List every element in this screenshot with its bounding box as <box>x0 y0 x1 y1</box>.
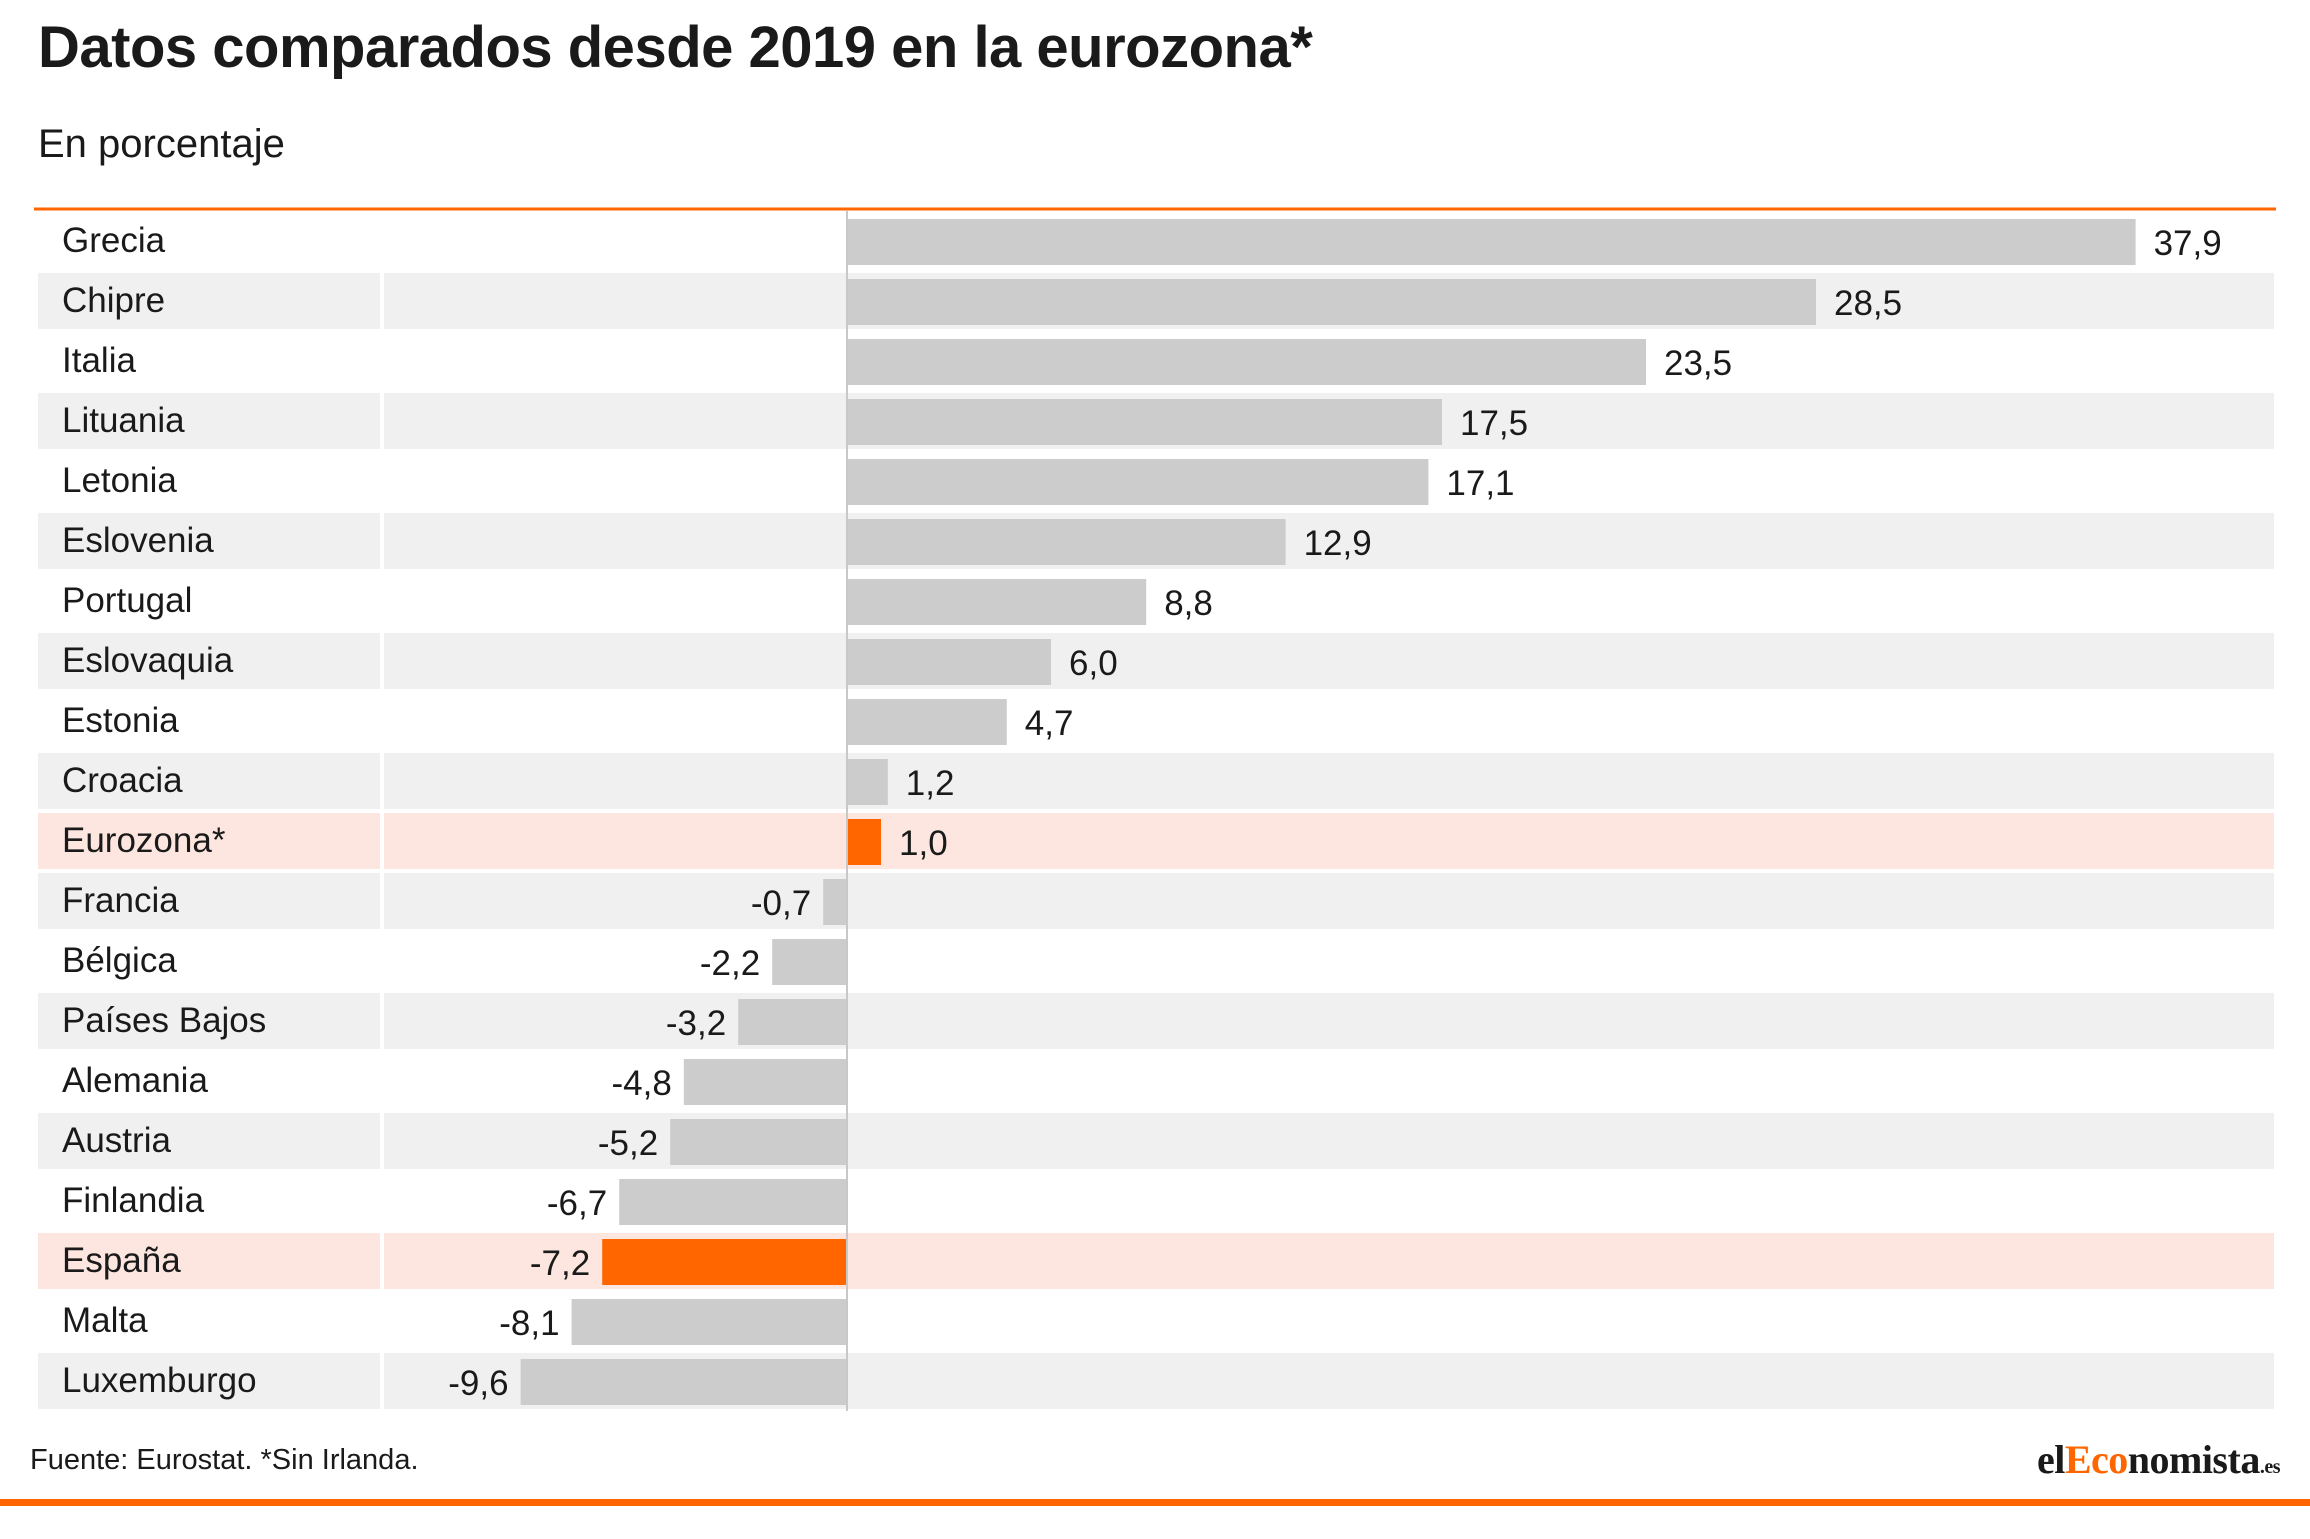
value-label: 6,0 <box>1069 644 1118 683</box>
value-label: 8,8 <box>1164 584 1213 623</box>
value-label: 1,0 <box>899 824 948 863</box>
category-label: Francia <box>62 881 179 920</box>
bar <box>847 579 1147 625</box>
bar <box>571 1299 847 1345</box>
category-label: Bélgica <box>62 941 177 980</box>
bars-layer <box>520 211 2136 1411</box>
value-label: 1,2 <box>906 764 955 803</box>
value-label: 12,9 <box>1304 524 1372 563</box>
bar-chart: Grecia 37,9 Chipre 28,5 Italia 23,5 Lituania 17… <box>34 207 2276 1411</box>
logo-part-eco: Eco <box>2064 1437 2128 1482</box>
bar <box>847 219 2136 265</box>
row-background-label <box>38 633 380 689</box>
bar <box>847 339 1646 385</box>
bar <box>847 279 1816 325</box>
category-label: Estonia <box>62 701 179 740</box>
category-label: Malta <box>62 1301 148 1340</box>
category-label: Luxemburgo <box>62 1361 257 1400</box>
value-label: -5,2 <box>598 1124 658 1163</box>
value-label: 17,1 <box>1446 464 1514 503</box>
category-label: Eslovenia <box>62 521 214 560</box>
row-background-label <box>38 273 380 329</box>
value-label: 37,9 <box>2154 224 2222 263</box>
chart-title: Datos comparados desde 2019 en la eurozo… <box>38 15 1313 80</box>
row-background-plot <box>384 1113 2274 1169</box>
row-background-label <box>38 1113 380 1169</box>
value-label: -0,7 <box>751 884 811 923</box>
bar <box>847 639 1051 685</box>
row-background-label <box>38 993 380 1049</box>
publisher-logo[interactable]: elEconomista.es <box>2036 1436 2281 1483</box>
category-label: Chipre <box>62 281 165 320</box>
category-label: Lituania <box>62 401 185 440</box>
logo-part-el: el <box>2036 1437 2065 1482</box>
row-background-label <box>38 813 380 869</box>
category-label: Portugal <box>62 581 192 620</box>
category-label: Eurozona* <box>62 821 226 860</box>
category-label: Grecia <box>62 221 166 260</box>
bar <box>520 1359 847 1405</box>
bar <box>847 399 1442 445</box>
row-background-plot <box>384 813 2274 869</box>
value-label: -6,7 <box>547 1184 607 1223</box>
category-label: Italia <box>62 341 136 380</box>
row-background-plot <box>384 513 2274 569</box>
row-background-plot <box>384 873 2274 929</box>
labels-layer: Grecia 37,9 Chipre 28,5 Italia 23,5 Lituania 17… <box>62 221 2222 1403</box>
bar <box>847 459 1429 505</box>
row-background-plot <box>384 633 2274 689</box>
value-label: -8,1 <box>499 1304 559 1343</box>
row-background-label <box>38 1353 380 1409</box>
value-label: -4,8 <box>611 1064 671 1103</box>
bar <box>602 1239 847 1285</box>
value-label: 17,5 <box>1460 404 1528 443</box>
value-label: -9,6 <box>448 1364 508 1403</box>
category-label: Letonia <box>62 461 177 500</box>
value-label: 4,7 <box>1025 704 1074 743</box>
category-label: Croacia <box>62 761 183 800</box>
value-label: -2,2 <box>700 944 760 983</box>
bar <box>847 519 1286 565</box>
bar <box>683 1059 847 1105</box>
row-background-label <box>38 393 380 449</box>
value-label: -3,2 <box>666 1004 726 1043</box>
logo-suffix: .es <box>2259 1456 2281 1478</box>
logo-part-nomista: nomista <box>2127 1437 2261 1482</box>
bar <box>823 879 847 925</box>
row-background-label <box>38 873 380 929</box>
row-background-label <box>38 753 380 809</box>
category-label: Finlandia <box>62 1181 205 1220</box>
category-label: Austria <box>62 1121 171 1160</box>
row-background-label <box>38 1233 380 1289</box>
row-background-label <box>38 513 380 569</box>
category-label: Países Bajos <box>62 1001 266 1040</box>
source-note: Fuente: Eurostat. *Sin Irlanda. <box>30 1444 419 1476</box>
bar <box>847 699 1007 745</box>
value-label: 23,5 <box>1664 344 1732 383</box>
category-label: España <box>62 1241 181 1280</box>
row-background-plot <box>384 753 2274 809</box>
chart-subtitle: En porcentaje <box>38 122 285 166</box>
bar <box>738 999 847 1045</box>
category-label: Eslovaquia <box>62 641 234 680</box>
category-label: Alemania <box>62 1061 208 1100</box>
bar <box>847 759 888 805</box>
bar <box>670 1119 847 1165</box>
bar <box>772 939 847 985</box>
value-label: 28,5 <box>1834 284 1902 323</box>
bottom-accent-rule <box>0 1499 2310 1506</box>
row-background-plot <box>384 993 2274 1049</box>
bar <box>619 1179 847 1225</box>
bar <box>847 819 881 865</box>
value-label: -7,2 <box>530 1244 590 1283</box>
